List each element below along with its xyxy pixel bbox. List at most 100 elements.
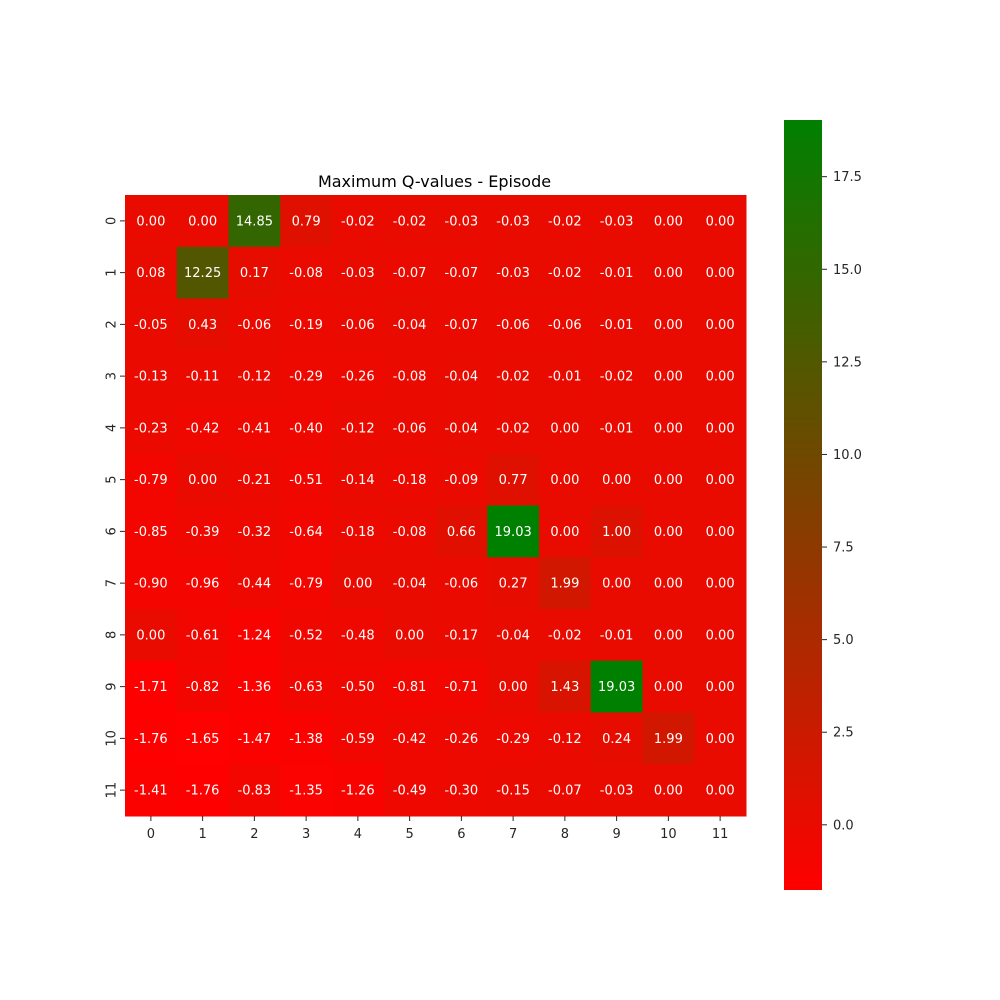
heatmap-cell	[487, 505, 540, 558]
cell-value-label: -0.05	[134, 318, 168, 333]
colorbar-tick-label: 0.0	[833, 818, 854, 833]
cell-value-label: -0.02	[548, 628, 582, 643]
heatmap-cell	[228, 246, 281, 299]
heatmap-cell	[332, 557, 385, 610]
cell-value-label: -0.13	[134, 370, 168, 385]
x-tick-label: 0	[147, 827, 155, 842]
heatmap-cell	[176, 712, 229, 765]
heatmap-cell	[332, 453, 385, 506]
y-tick-label: 11	[105, 782, 120, 799]
cell-value-label: -0.07	[548, 784, 582, 799]
cell-value-label: 0.00	[654, 525, 683, 540]
heatmap-cell	[176, 195, 229, 248]
cell-value-label: -0.96	[186, 577, 220, 592]
colorbar-ticks: 0.0 2.5 5.0 7.5 10.0 12.5 15.0 17.5	[822, 170, 862, 833]
heatmap-cell	[125, 505, 178, 558]
cell-value-label: 0.00	[343, 577, 372, 592]
heatmap-cell	[642, 609, 695, 662]
cell-value-label: 1.99	[550, 577, 579, 592]
heatmap-cell	[125, 453, 178, 506]
heatmap-cell	[435, 402, 488, 455]
cell-value-label: -0.49	[393, 784, 427, 799]
heatmap-cell	[228, 195, 281, 248]
cell-value-label: -0.01	[600, 628, 634, 643]
cell-value-label: 0.00	[706, 214, 735, 229]
heatmap-cell	[383, 505, 436, 558]
cell-value-label: -0.01	[548, 370, 582, 385]
cell-value-label: -1.71	[134, 680, 168, 695]
heatmap-cell	[694, 298, 747, 351]
heatmap-cell	[176, 402, 229, 455]
cell-value-label: 0.27	[499, 577, 528, 592]
cell-value-label: -0.15	[496, 784, 530, 799]
y-axis-ticks: 0 1 2 3 4 5 6 7 8 9 10 11	[105, 217, 125, 799]
heatmap-cell	[332, 660, 385, 713]
cell-value-label: -0.64	[289, 525, 323, 540]
heatmap-cell	[590, 246, 643, 299]
heatmap-cell	[228, 712, 281, 765]
heatmap-cell	[642, 402, 695, 455]
cell-value-label: -0.32	[238, 525, 272, 540]
heatmap-cell	[539, 453, 592, 506]
colorbar-tick-label: 5.0	[833, 633, 854, 648]
heatmap-cell	[332, 246, 385, 299]
heatmap-cells: 0.00 0.00 14.85 0.79 -0.02 -0.02 -0.03 -0.03 -0.…	[125, 195, 747, 817]
cell-value-label: -0.03	[600, 784, 634, 799]
cell-value-label: -0.50	[341, 680, 375, 695]
heatmap-cell	[228, 453, 281, 506]
cell-value-label: -0.63	[289, 680, 323, 695]
cell-value-label: 0.00	[654, 421, 683, 436]
cell-value-label: -0.01	[600, 266, 634, 281]
heatmap-cell	[539, 298, 592, 351]
cell-value-label: -0.85	[134, 525, 168, 540]
cell-value-label: 0.00	[550, 525, 579, 540]
cell-value-label: -0.03	[496, 266, 530, 281]
heatmap-cell	[487, 453, 540, 506]
heatmap-cell	[590, 764, 643, 817]
cell-value-label: -0.08	[393, 525, 427, 540]
heatmap-cell	[487, 609, 540, 662]
heatmap-cell	[435, 609, 488, 662]
heatmap-cell	[125, 298, 178, 351]
heatmap-cell	[642, 298, 695, 351]
colorbar-tick-label: 10.0	[833, 448, 862, 463]
heatmap-cell	[694, 660, 747, 713]
cell-value-label: -0.17	[445, 628, 479, 643]
y-tick-label: 4	[105, 424, 120, 432]
cell-value-label: -0.79	[134, 473, 168, 488]
heatmap-cell	[228, 350, 281, 403]
heatmap-cell	[228, 505, 281, 558]
cell-value-label: -0.04	[445, 421, 479, 436]
cell-value-label: -0.06	[445, 577, 479, 592]
heatmap-cell	[383, 350, 436, 403]
heatmap-cell	[487, 246, 540, 299]
cell-value-label: -0.04	[445, 370, 479, 385]
heatmap-cell	[435, 557, 488, 610]
cell-value-label: 1.99	[654, 732, 683, 747]
heatmap-cell	[590, 505, 643, 558]
cell-value-label: -1.65	[186, 732, 220, 747]
heatmap-cell	[487, 195, 540, 248]
cell-value-label: -1.76	[186, 784, 220, 799]
heatmap-cell	[694, 195, 747, 248]
cell-value-label: 0.00	[654, 784, 683, 799]
cell-value-label: -0.12	[341, 421, 375, 436]
heatmap-cell	[332, 712, 385, 765]
cell-value-label: -0.51	[289, 473, 323, 488]
cell-value-label: 0.00	[654, 214, 683, 229]
cell-value-label: -0.04	[393, 318, 427, 333]
colorbar-tick-label: 7.5	[833, 541, 854, 556]
cell-value-label: 0.00	[136, 214, 165, 229]
cell-value-label: -0.02	[496, 421, 530, 436]
cell-value-label: 0.00	[706, 370, 735, 385]
heatmap-cell	[539, 195, 592, 248]
cell-value-label: -0.12	[548, 732, 582, 747]
heatmap-cell	[125, 246, 178, 299]
heatmap-cell	[280, 350, 333, 403]
heatmap-cell	[590, 298, 643, 351]
cell-value-label: 1.00	[602, 525, 631, 540]
heatmap-cell	[176, 609, 229, 662]
cell-value-label: -0.06	[548, 318, 582, 333]
heatmap-cell	[176, 505, 229, 558]
cell-value-label: 0.00	[654, 577, 683, 592]
